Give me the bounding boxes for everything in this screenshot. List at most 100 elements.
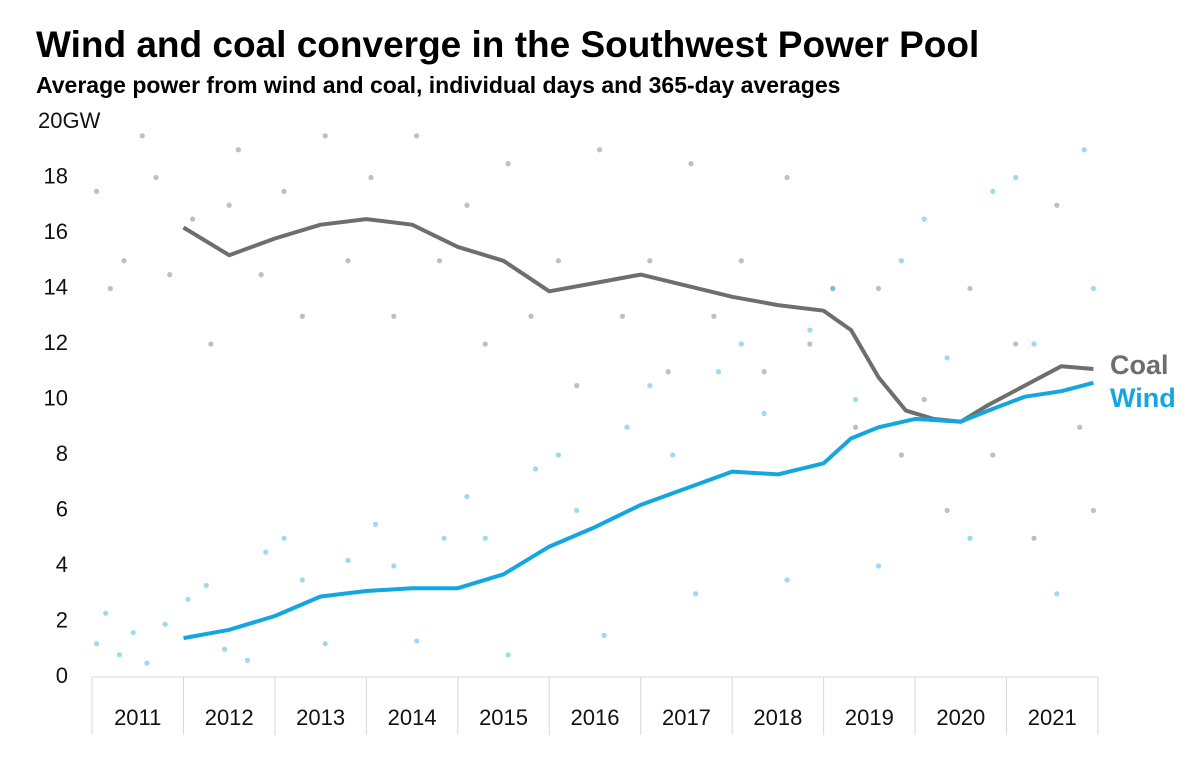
daily-point [619, 313, 626, 319]
y-tick-label: 10 [44, 385, 68, 410]
daily-point [574, 383, 580, 389]
x-tick-label: 2015 [479, 705, 528, 730]
daily-point [167, 272, 173, 278]
chart-subtitle: Average power from wind and coal, indivi… [36, 72, 840, 98]
daily-point [555, 452, 562, 458]
x-tick-label: 2019 [845, 705, 894, 730]
daily-point [1031, 341, 1037, 347]
daily-point [944, 507, 950, 514]
daily-point [368, 174, 374, 181]
daily-point [528, 313, 534, 319]
daily-point [670, 452, 676, 458]
daily-point [1013, 174, 1019, 181]
y-tick-label: 6 [56, 496, 68, 521]
daily-point [967, 285, 973, 292]
daily-point [875, 285, 882, 292]
x-tick-label: 2013 [296, 705, 345, 730]
daily-point [875, 563, 882, 569]
daily-point [1081, 147, 1087, 153]
x-tick-label: 2018 [753, 705, 802, 730]
daily-point [208, 341, 214, 347]
daily-point [263, 549, 269, 555]
daily-point [482, 535, 488, 541]
daily-point [203, 582, 209, 589]
average-line [183, 380, 1094, 641]
daily-point [532, 466, 539, 472]
daily-point [505, 652, 511, 658]
daily-point [482, 341, 488, 347]
y-tick-label: 16 [44, 219, 68, 244]
series-label: Wind [1110, 383, 1176, 413]
daily-point [299, 313, 305, 319]
x-tick-label: 2017 [662, 705, 711, 730]
daily-point [322, 133, 328, 139]
daily-point [185, 596, 191, 602]
x-tick-label: 2020 [936, 705, 985, 730]
daily-point [121, 258, 127, 264]
daily-point [345, 557, 351, 564]
daily-point [688, 161, 694, 167]
daily-point [222, 646, 228, 652]
daily-point [921, 216, 927, 222]
x-tick-label: 2016 [571, 705, 620, 730]
daily-point [130, 630, 136, 636]
daily-point [372, 521, 379, 527]
daily-point [898, 258, 904, 264]
daily-point [505, 161, 511, 167]
daily-point [226, 202, 232, 208]
daily-point [464, 202, 470, 208]
daily-point [784, 174, 790, 181]
y-tick-label: 4 [56, 552, 68, 577]
daily-point [944, 355, 950, 361]
daily-point [830, 285, 836, 292]
daily-point [665, 369, 671, 375]
y-tick-label: 12 [44, 330, 68, 355]
daily-point [596, 147, 603, 153]
daily-point [624, 424, 630, 430]
daily-point [738, 258, 744, 264]
x-tick-label: 2014 [388, 705, 437, 730]
daily-point [244, 657, 251, 663]
daily-point [162, 621, 168, 627]
daily-point [807, 341, 813, 347]
daily-point [436, 258, 443, 264]
daily-point [967, 535, 973, 541]
x-tick-label: 2011 [114, 705, 161, 730]
daily-point [322, 641, 328, 647]
daily-point [345, 258, 351, 264]
daily-point [1031, 535, 1037, 541]
daily-point [281, 535, 287, 541]
daily-point [153, 174, 159, 181]
daily-point [107, 285, 113, 292]
daily-point [738, 341, 744, 347]
average-line [182, 217, 1094, 424]
daily-point [647, 383, 653, 389]
daily-point [1054, 591, 1060, 597]
daily-point [93, 188, 100, 194]
daily-point [103, 610, 109, 616]
daily-point [235, 147, 241, 153]
daily-point [93, 641, 100, 647]
daily-point [574, 507, 580, 514]
daily-point [853, 424, 859, 430]
y-tick-label: 20GW [38, 108, 101, 133]
daily-point [144, 660, 150, 666]
daily-point [807, 327, 813, 333]
daily-point [1090, 507, 1097, 514]
daily-point [139, 133, 145, 139]
daily-point [1090, 285, 1097, 292]
daily-point [601, 632, 607, 638]
daily-point [715, 369, 722, 375]
daily-point [414, 638, 420, 644]
daily-point [190, 216, 196, 222]
daily-point [853, 396, 859, 403]
daily-point [761, 410, 767, 416]
daily-point [784, 577, 790, 583]
daily-point [898, 452, 904, 458]
daily-point [391, 313, 397, 319]
daily-point [441, 535, 447, 541]
daily-point [693, 591, 699, 597]
daily-point [711, 313, 717, 319]
daily-point [281, 188, 287, 194]
